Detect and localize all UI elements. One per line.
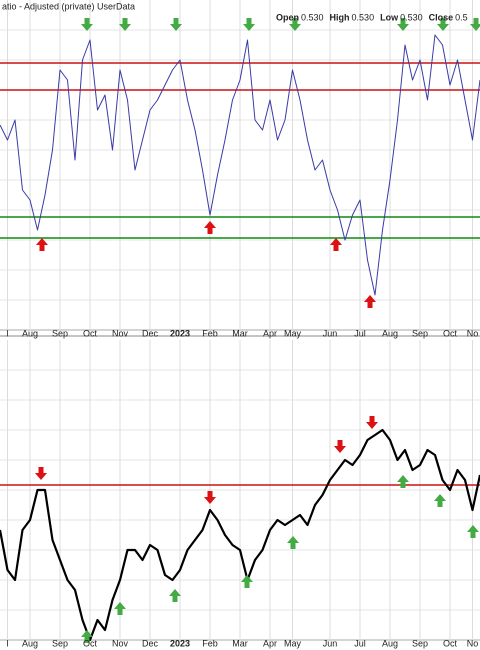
signal-arrow xyxy=(35,467,47,480)
x-tick-label: Jul xyxy=(354,328,366,338)
x-tick-label: Sep xyxy=(412,638,428,648)
x-tick-label: No xyxy=(467,328,479,338)
signal-arrow xyxy=(241,575,253,588)
x-tick-label: Oct xyxy=(443,328,458,338)
signal-arrow xyxy=(364,295,376,308)
x-tick-label: Feb xyxy=(202,638,218,648)
x-tick-label: Aug xyxy=(22,328,38,338)
x-tick-label: Jul xyxy=(354,638,366,648)
x-tick-label: Nov xyxy=(112,638,129,648)
quote-value: 0.530 xyxy=(352,12,375,22)
signal-arrow xyxy=(169,589,181,602)
quote: Open 0.530 High 0.530 Low 0.530 Close 0.5 xyxy=(276,12,468,22)
quote-label: Low xyxy=(380,12,399,22)
x-tick-label: Nov xyxy=(112,328,129,338)
signal-arrow xyxy=(204,221,216,234)
chart-title: atio - Adjusted (private) UserData xyxy=(2,1,135,11)
signal-arrow xyxy=(119,18,131,31)
x-tick-label: May xyxy=(284,328,302,338)
signal-arrow xyxy=(36,238,48,251)
x-tick-label: May xyxy=(284,638,302,648)
x-tick-label: 2023 xyxy=(170,328,190,338)
quote-value: 0.530 xyxy=(400,12,423,22)
signal-arrow xyxy=(81,18,93,31)
signal-arrow xyxy=(170,18,182,31)
x-tick-label: Sep xyxy=(52,328,68,338)
signal-arrow xyxy=(397,475,409,488)
quote-label: Close xyxy=(429,12,454,22)
quote-label: High xyxy=(330,12,350,22)
x-tick-label: Sep xyxy=(412,328,428,338)
x-tick-label: No xyxy=(467,638,479,648)
x-tick-label: Apr xyxy=(263,638,277,648)
x-tick-label: Mar xyxy=(232,328,248,338)
signal-arrow xyxy=(330,238,342,251)
x-tick-label: Jun xyxy=(323,328,338,338)
x-tick-label: Dec xyxy=(142,328,159,338)
signal-arrow xyxy=(114,602,126,615)
x-tick-label: Feb xyxy=(202,328,218,338)
signal-arrow xyxy=(243,18,255,31)
x-tick-label: 2023 xyxy=(170,638,190,648)
signal-arrow xyxy=(287,536,299,549)
signal-arrow xyxy=(289,18,301,31)
signal-arrow xyxy=(204,491,216,504)
quote-value: 0.530 xyxy=(301,12,324,22)
series-line xyxy=(0,428,480,642)
x-tick-label: Aug xyxy=(382,638,398,648)
x-tick-label: Dec xyxy=(142,638,159,648)
series-line xyxy=(0,34,480,296)
signal-arrow xyxy=(437,18,449,31)
x-tick-label: Mar xyxy=(232,638,248,648)
signal-arrow xyxy=(334,440,346,453)
x-tick-label: Jun xyxy=(323,638,338,648)
signal-arrow xyxy=(81,630,93,643)
x-tick-label: l xyxy=(7,638,9,648)
signal-arrow xyxy=(434,494,446,507)
x-tick-label: Oct xyxy=(83,638,98,648)
signal-arrow xyxy=(470,18,480,31)
quote-label: Open xyxy=(276,12,299,22)
quote-value: 0.5 xyxy=(455,12,468,22)
x-tick-label: Sep xyxy=(52,638,68,648)
signal-arrow xyxy=(467,525,479,538)
x-tick-label: Apr xyxy=(263,328,277,338)
x-tick-label: Aug xyxy=(382,328,398,338)
signal-arrow xyxy=(366,416,378,429)
x-tick-label: Oct xyxy=(443,638,458,648)
x-tick-label: l xyxy=(7,328,9,338)
x-tick-label: Aug xyxy=(22,638,38,648)
signal-arrow xyxy=(397,18,409,31)
x-tick-label: Oct xyxy=(83,328,98,338)
